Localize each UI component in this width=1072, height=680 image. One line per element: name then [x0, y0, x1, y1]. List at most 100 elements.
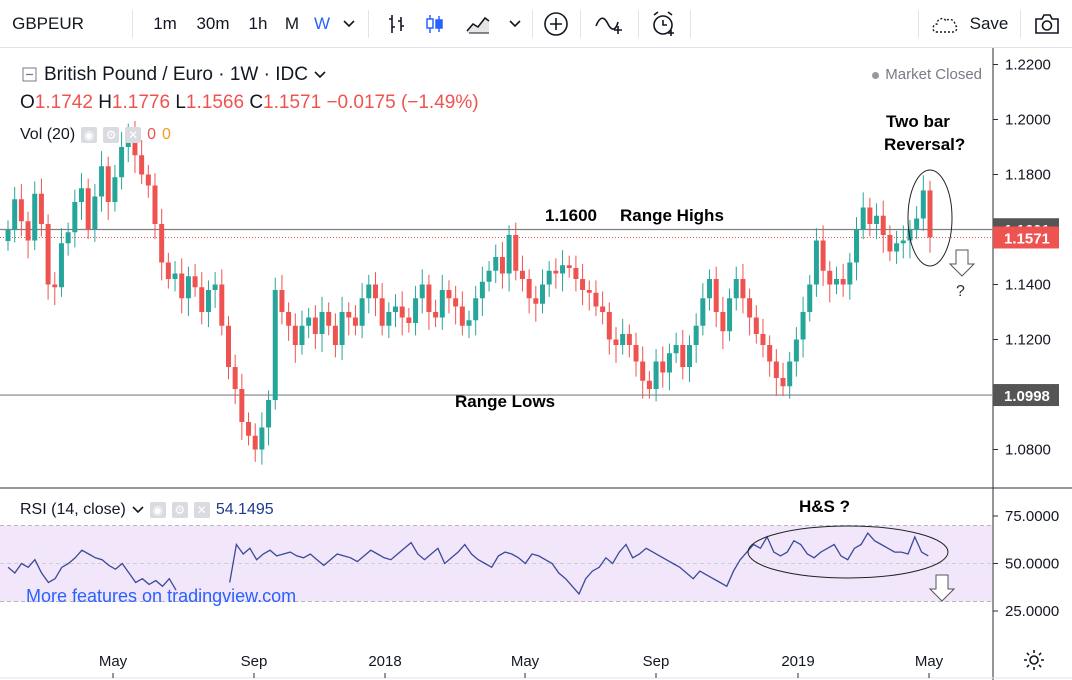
- candle-body: [453, 298, 459, 307]
- candle-body: [880, 215, 886, 235]
- candle: [433, 299, 439, 328]
- close-value: 1.1571: [263, 92, 322, 113]
- candle-body: [419, 284, 425, 299]
- candle-body: [286, 312, 292, 326]
- gear-icon[interactable]: ⚙: [171, 502, 188, 518]
- candle: [526, 269, 532, 314]
- candle-body: [346, 312, 352, 318]
- bar-chart-icon[interactable]: [380, 0, 414, 47]
- candle-body: [426, 284, 432, 312]
- candle-body: [326, 312, 332, 326]
- chevron-down-icon[interactable]: [314, 71, 326, 79]
- candle-body: [753, 317, 759, 334]
- toolbar-divider: [1020, 10, 1021, 38]
- candle-body: [820, 240, 826, 271]
- candle-body: [212, 284, 218, 290]
- save-button[interactable]: Save: [969, 13, 1009, 33]
- candle-body: [225, 325, 231, 367]
- candle-body: [306, 317, 312, 326]
- candle: [306, 307, 312, 339]
- toolbar-divider: [532, 10, 533, 38]
- candle-body: [673, 345, 679, 354]
- candle: [379, 283, 385, 336]
- gear-icon[interactable]: ⚙: [103, 127, 120, 143]
- candle: [426, 274, 432, 330]
- candle: [266, 390, 272, 446]
- camera-icon[interactable]: [1026, 0, 1068, 47]
- candle-body: [199, 287, 205, 312]
- chevron-down-icon[interactable]: [132, 506, 144, 514]
- close-icon[interactable]: ✕: [193, 502, 210, 518]
- tradingview-watermark[interactable]: More features on tradingview.com: [26, 586, 297, 606]
- candle: [419, 269, 425, 314]
- candle: [65, 222, 71, 256]
- candles-icon[interactable]: [418, 0, 452, 47]
- candle-body: [600, 306, 606, 312]
- candle-body: [25, 221, 31, 241]
- candle-body: [860, 207, 866, 230]
- candle: [393, 294, 399, 328]
- candle: [72, 189, 78, 248]
- candle: [646, 371, 652, 399]
- candle-body: [38, 193, 44, 224]
- candle-body: [800, 312, 806, 340]
- candle: [212, 272, 218, 308]
- candle: [92, 184, 98, 242]
- toolbar-divider: [368, 10, 369, 38]
- open-label: O: [20, 92, 35, 113]
- price-chart[interactable]: 1.2200 1.2000 1.1800 1.1400 1.1200 1.0800 75.0…: [0, 48, 1072, 680]
- chart-title: British Pound / Euro · 1W · IDC: [44, 64, 308, 85]
- candle-body: [379, 298, 385, 326]
- candle: [372, 272, 378, 317]
- candle-body: [720, 312, 726, 332]
- add-indicator-icon[interactable]: [538, 0, 574, 47]
- candle: [566, 255, 572, 278]
- price-label-box: [993, 384, 1059, 407]
- candle: [99, 151, 105, 212]
- cloud-icon[interactable]: [926, 0, 962, 47]
- interval-1h-button[interactable]: 1h: [248, 13, 268, 33]
- candle-body: [279, 290, 285, 312]
- interval-30m-button[interactable]: 30m: [196, 13, 230, 33]
- candle-body: [613, 339, 619, 345]
- candle-body: [85, 188, 91, 230]
- candle-body: [372, 284, 378, 299]
- candle-body: [526, 279, 532, 299]
- eye-icon[interactable]: ◉: [149, 502, 166, 518]
- interval-week-button[interactable]: W: [313, 13, 331, 33]
- collapse-legend-icon[interactable]: [22, 67, 38, 83]
- candle: [486, 261, 492, 292]
- candle-body: [205, 290, 211, 312]
- candle-body: [900, 240, 906, 244]
- alert-icon[interactable]: [644, 0, 684, 47]
- candle-body: [359, 298, 365, 326]
- candle-body: [232, 367, 238, 389]
- chevron-down-icon[interactable]: [338, 0, 360, 47]
- gear-icon[interactable]: [1022, 648, 1046, 672]
- time-tick-label: Sep: [643, 653, 670, 670]
- interval-1m-button[interactable]: 1m: [153, 13, 177, 33]
- ohlc-readout: O1.1742 H1.1776 L1.1566 C1.1571 −0.0175 …: [20, 92, 479, 114]
- candle: [225, 316, 231, 380]
- candle: [453, 285, 459, 325]
- rsi-tick-label: 25.0000: [1005, 603, 1059, 620]
- time-tick-label: 2018: [368, 653, 401, 670]
- volume-value: 0: [147, 126, 157, 143]
- candle: [593, 280, 599, 317]
- candle-body: [640, 361, 646, 381]
- candle: [172, 261, 178, 292]
- candle-body: [686, 345, 692, 367]
- chevron-down-icon[interactable]: [504, 0, 526, 47]
- interval-month-button[interactable]: M: [284, 13, 300, 33]
- candle-body: [767, 345, 773, 362]
- candle-body: [406, 317, 412, 323]
- candle: [620, 318, 626, 355]
- symbol-search[interactable]: GBPEUR: [12, 13, 84, 33]
- candle: [85, 178, 91, 240]
- toolbar-divider: [918, 10, 919, 38]
- close-icon[interactable]: ✕: [125, 127, 142, 143]
- eye-icon[interactable]: ◉: [81, 127, 98, 143]
- area-chart-icon[interactable]: [458, 0, 498, 47]
- compare-icon[interactable]: [588, 0, 632, 47]
- candle-body: [165, 262, 171, 279]
